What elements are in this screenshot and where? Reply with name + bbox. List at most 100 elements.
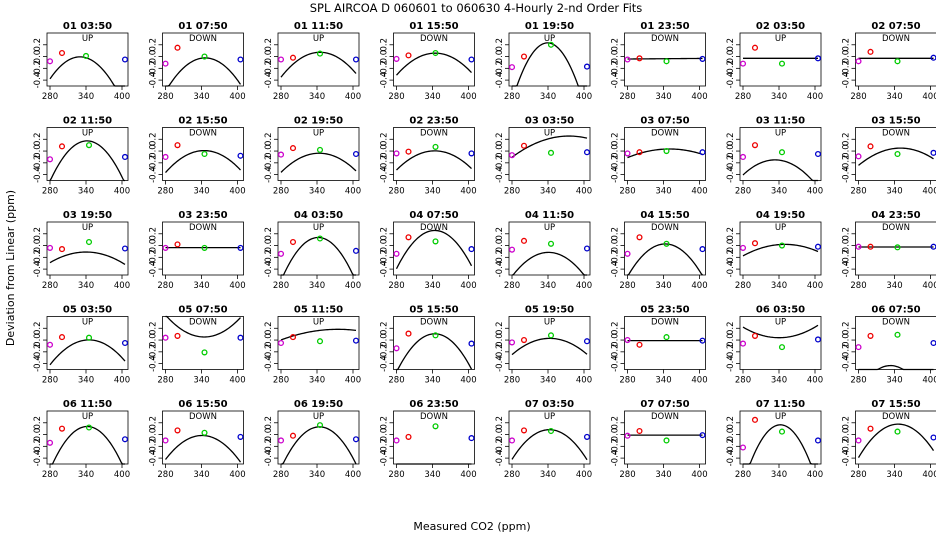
y-tick-label: 0.2 — [495, 416, 505, 430]
panel-direction: UP — [313, 34, 324, 44]
x-tick-label: 400 — [691, 92, 707, 102]
fit-curve — [396, 52, 472, 76]
data-point — [547, 41, 555, 48]
panel-frame — [855, 221, 936, 276]
x-tick-label: 400 — [460, 376, 476, 386]
data-point — [46, 156, 54, 163]
data-point — [814, 437, 822, 444]
panel-frame — [855, 410, 936, 465]
panel-frame — [162, 410, 244, 465]
y-tick-label: 0.0 — [842, 428, 852, 442]
fit-curve — [49, 140, 125, 182]
data-point — [663, 58, 670, 65]
y-tick-label: 0.0 — [842, 239, 852, 253]
y-tick-label: -0.4 — [264, 450, 274, 467]
y-tick-label: 0.2 — [495, 322, 505, 336]
y-tick-label: -0.4 — [611, 450, 621, 467]
x-tick-label: 340 — [193, 470, 209, 480]
panel: 07 11:50 UP 280 340 400 -0.4-0.20.00.2 — [726, 399, 823, 480]
y-tick-label: 0.0 — [33, 144, 43, 158]
y-tick-label: 0.0 — [149, 239, 159, 253]
y-tick-label: 0.0 — [149, 333, 159, 347]
panel-frame — [855, 32, 936, 87]
panel-title: 06 11:50 — [63, 399, 112, 410]
data-point — [867, 332, 874, 339]
x-tick-label: 340 — [540, 376, 556, 386]
data-point — [85, 334, 93, 341]
y-tick-label: 0.0 — [264, 428, 274, 442]
chart-title: SPL AIRCOA D 060601 to 060630 4-Hourly 2… — [310, 1, 643, 15]
data-point — [778, 344, 786, 351]
data-point — [58, 334, 66, 341]
y-tick-label: -0.4 — [611, 72, 621, 89]
data-point — [624, 150, 631, 157]
data-point — [624, 432, 631, 439]
panel: 02 15:50 DOWN 280 340 400 -0.4-0.20.00.2 — [149, 116, 246, 197]
panel: 06 23:50 DOWN 280 340 400 -0.4-0.20.00.2 — [380, 399, 477, 480]
data-point — [46, 244, 54, 251]
panel-title: 03 15:50 — [871, 116, 920, 127]
y-tick-label: 0.2 — [842, 416, 852, 430]
data-point — [663, 334, 670, 341]
y-tick-label: -0.4 — [726, 261, 736, 278]
panel: 05 19:50 UP 280 340 400 -0.4-0.20.00.2 — [495, 305, 592, 386]
x-tick-label: 400 — [460, 470, 476, 480]
panel-frame — [277, 410, 360, 465]
panel: 04 15:50 DOWN 280 340 400 -0.4-0.20.00.2 — [611, 210, 708, 291]
data-point — [237, 244, 244, 251]
x-tick-label: 400 — [922, 470, 936, 480]
panel: 02 07:50 DOWN 280 340 400 -0.4-0.20.00.2 — [842, 21, 936, 102]
panel: 03 07:50 DOWN 280 340 400 -0.4-0.20.00.2 — [611, 116, 708, 197]
data-point — [277, 437, 285, 444]
x-tick-label: 340 — [540, 187, 556, 197]
x-tick-label: 280 — [157, 376, 173, 386]
x-tick-label: 400 — [691, 187, 707, 197]
data-point — [352, 150, 360, 158]
panel-title: 04 23:50 — [871, 210, 920, 221]
data-point — [894, 331, 901, 338]
y-tick-label: -0.2 — [726, 155, 736, 172]
data-point — [468, 435, 475, 442]
panel: 02 03:50 UP 280 340 400 -0.4-0.20.00.2 — [726, 21, 823, 102]
x-tick-label: 400 — [114, 376, 130, 386]
panel-direction: UP — [775, 223, 786, 233]
y-tick-label: -0.4 — [380, 450, 390, 467]
fit-curve — [858, 364, 934, 371]
data-point — [894, 150, 901, 158]
y-tick-label: 0.0 — [264, 50, 274, 64]
panel: 05 23:50 DOWN 280 340 400 -0.4-0.20.00.2 — [611, 305, 708, 386]
y-tick-label: 0.2 — [149, 227, 159, 241]
x-tick-label: 280 — [388, 92, 404, 102]
y-tick-label: -0.2 — [33, 438, 43, 455]
x-tick-label: 340 — [886, 281, 902, 291]
data-point — [289, 432, 297, 439]
data-point — [855, 243, 862, 250]
data-point — [867, 48, 874, 55]
panel-title: 02 11:50 — [63, 116, 112, 127]
panel-frame — [855, 316, 936, 370]
x-tick-label: 280 — [850, 281, 866, 291]
panel-direction: UP — [775, 412, 786, 422]
y-tick-label: 0.0 — [611, 428, 621, 442]
fit-curve — [511, 429, 588, 461]
panel-frame — [162, 127, 244, 181]
panel: 05 03:50 UP 280 340 400 -0.4-0.20.00.2 — [33, 305, 130, 386]
panel-direction: UP — [775, 129, 786, 139]
x-tick-label: 400 — [807, 92, 823, 102]
data-point — [547, 240, 555, 247]
y-tick-label: -0.2 — [495, 438, 505, 455]
data-point — [751, 332, 759, 339]
panel: 01 23:50 DOWN 280 340 400 -0.4-0.20.00.2 — [611, 21, 708, 102]
panel: 03 03:50 UP 280 340 400 -0.4-0.20.00.2 — [495, 116, 592, 197]
y-tick-label: -0.4 — [842, 72, 852, 89]
x-tick-label: 340 — [886, 470, 902, 480]
x-tick-label: 340 — [655, 281, 671, 291]
x-tick-label: 400 — [922, 187, 936, 197]
data-point — [894, 244, 901, 251]
data-point — [751, 142, 759, 149]
x-tick-label: 340 — [540, 470, 556, 480]
y-tick-label: 0.2 — [495, 133, 505, 147]
panel-direction: UP — [313, 318, 324, 328]
panel-title: 02 15:50 — [178, 116, 227, 127]
panel: 03 19:50 UP 280 340 400 -0.4-0.20.00.2 — [33, 210, 130, 291]
